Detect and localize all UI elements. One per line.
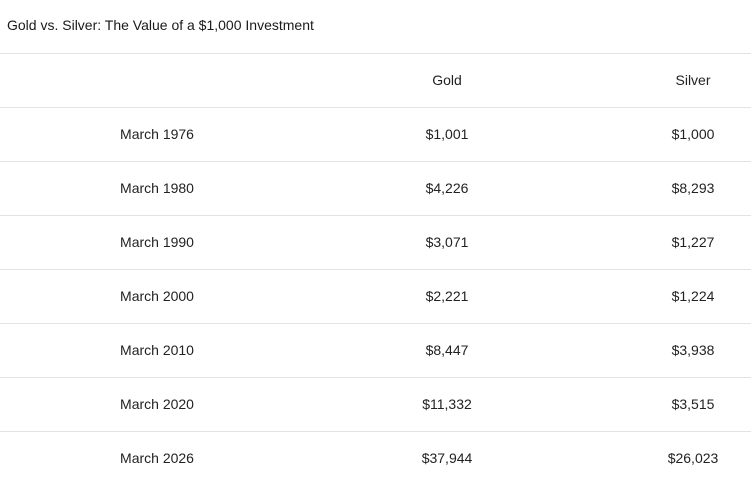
row-divider: [0, 161, 751, 162]
table-cell: $3,938: [671, 342, 715, 358]
row-label: March 1976: [120, 126, 194, 142]
table-cell: $1,227: [671, 234, 715, 250]
row-label: March 2010: [120, 342, 194, 358]
column-header: Silver: [675, 72, 711, 88]
table-cell: $1,000: [671, 126, 715, 142]
table-cell: $37,944: [421, 450, 473, 466]
row-divider: [0, 323, 751, 324]
row-divider: [0, 431, 751, 432]
row-label: March 1980: [120, 180, 194, 196]
column-header: Gold: [432, 72, 462, 88]
row-divider: [0, 377, 751, 378]
table-cell: $11,332: [422, 396, 472, 412]
table-cell: $2,221: [425, 288, 469, 304]
row-label: March 2000: [120, 288, 194, 304]
table-cell: $3,071: [425, 234, 469, 250]
row-label: March 1990: [120, 234, 194, 250]
table-cell: $26,023: [667, 450, 719, 466]
table-cell: $8,447: [425, 342, 469, 358]
row-divider: [0, 269, 751, 270]
table-cell: $8,293: [671, 180, 715, 196]
row-divider: [0, 107, 751, 108]
row-label: March 2020: [120, 396, 194, 412]
row-label: March 2026: [120, 450, 194, 466]
table-cell: $1,001: [425, 126, 469, 142]
table-cell: $4,226: [425, 180, 469, 196]
table-title: Gold vs. Silver: The Value of a $1,000 I…: [7, 17, 314, 33]
row-divider: [0, 215, 751, 216]
table-cell: $1,224: [671, 288, 715, 304]
table-cell: $3,515: [671, 396, 715, 412]
row-divider: [0, 53, 751, 54]
